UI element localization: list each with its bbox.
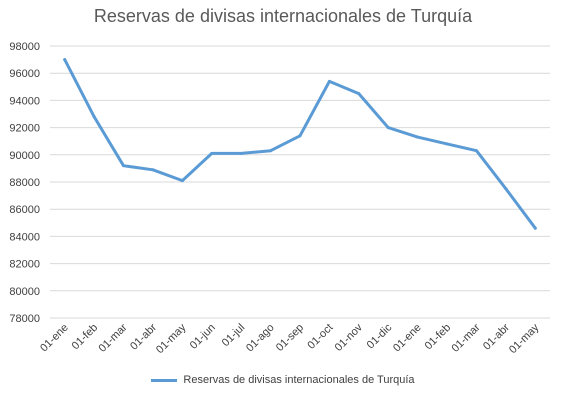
data-point <box>445 142 449 146</box>
x-tick-label: 01-may <box>154 321 189 356</box>
x-tick-label: 01-ene <box>38 322 71 355</box>
x-tick-label: 01-feb <box>70 322 101 353</box>
legend-label: Reservas de divisas internacionales de T… <box>183 374 415 387</box>
data-point <box>92 115 96 119</box>
data-point <box>239 151 243 155</box>
x-tick-label: 01-ene <box>391 322 424 355</box>
x-tick-label: 01-nov <box>333 321 366 354</box>
y-tick-label: 98000 <box>9 41 40 53</box>
y-tick-label: 82000 <box>9 259 40 271</box>
data-point <box>122 164 126 168</box>
x-tick-label: 01-oct <box>305 322 335 352</box>
data-point <box>151 168 155 172</box>
y-axis-ticks: 78000 80000 82000 84000 86000 88000 90000 92000… <box>9 41 40 325</box>
x-tick-label: 01-jul <box>220 322 248 350</box>
data-point <box>269 149 273 153</box>
y-tick-label: 92000 <box>9 123 40 135</box>
y-tick-label: 96000 <box>9 68 40 80</box>
x-tick-label: 01-ago <box>244 322 277 355</box>
series-layer <box>63 58 537 230</box>
legend-swatch <box>151 378 178 382</box>
x-tick-label: 01-mar <box>97 321 130 354</box>
series-line-0 <box>63 58 537 230</box>
y-tick-label: 94000 <box>9 95 40 107</box>
y-tick-label: 84000 <box>9 231 40 243</box>
data-point <box>533 226 537 230</box>
data-point <box>474 149 478 153</box>
legend: Reservas de divisas internacionales de T… <box>0 374 566 386</box>
data-point <box>357 92 361 96</box>
data-point <box>327 79 331 83</box>
x-tick-label: 01-sep <box>274 322 306 354</box>
data-point <box>298 134 302 138</box>
x-tick-label: 01-dic <box>365 321 395 351</box>
x-tick-label: 01-mar <box>449 321 482 354</box>
x-tick-label: 01-may <box>507 321 542 356</box>
y-tick-label: 86000 <box>9 204 40 216</box>
gridlines <box>50 45 550 319</box>
data-point <box>210 151 214 155</box>
x-tick-label: 01-jun <box>188 322 218 352</box>
y-tick-label: 78000 <box>9 313 40 325</box>
y-tick-label: 80000 <box>9 286 40 298</box>
data-point <box>504 187 508 191</box>
data-point <box>416 135 420 139</box>
y-tick-label: 88000 <box>9 177 40 189</box>
data-point <box>180 179 184 183</box>
data-point <box>386 126 390 130</box>
chart-title: Reservas de divisas internacionales de T… <box>93 6 473 26</box>
x-tick-label: 01-feb <box>423 322 454 353</box>
y-tick-label: 90000 <box>9 150 40 162</box>
data-point <box>63 58 67 62</box>
